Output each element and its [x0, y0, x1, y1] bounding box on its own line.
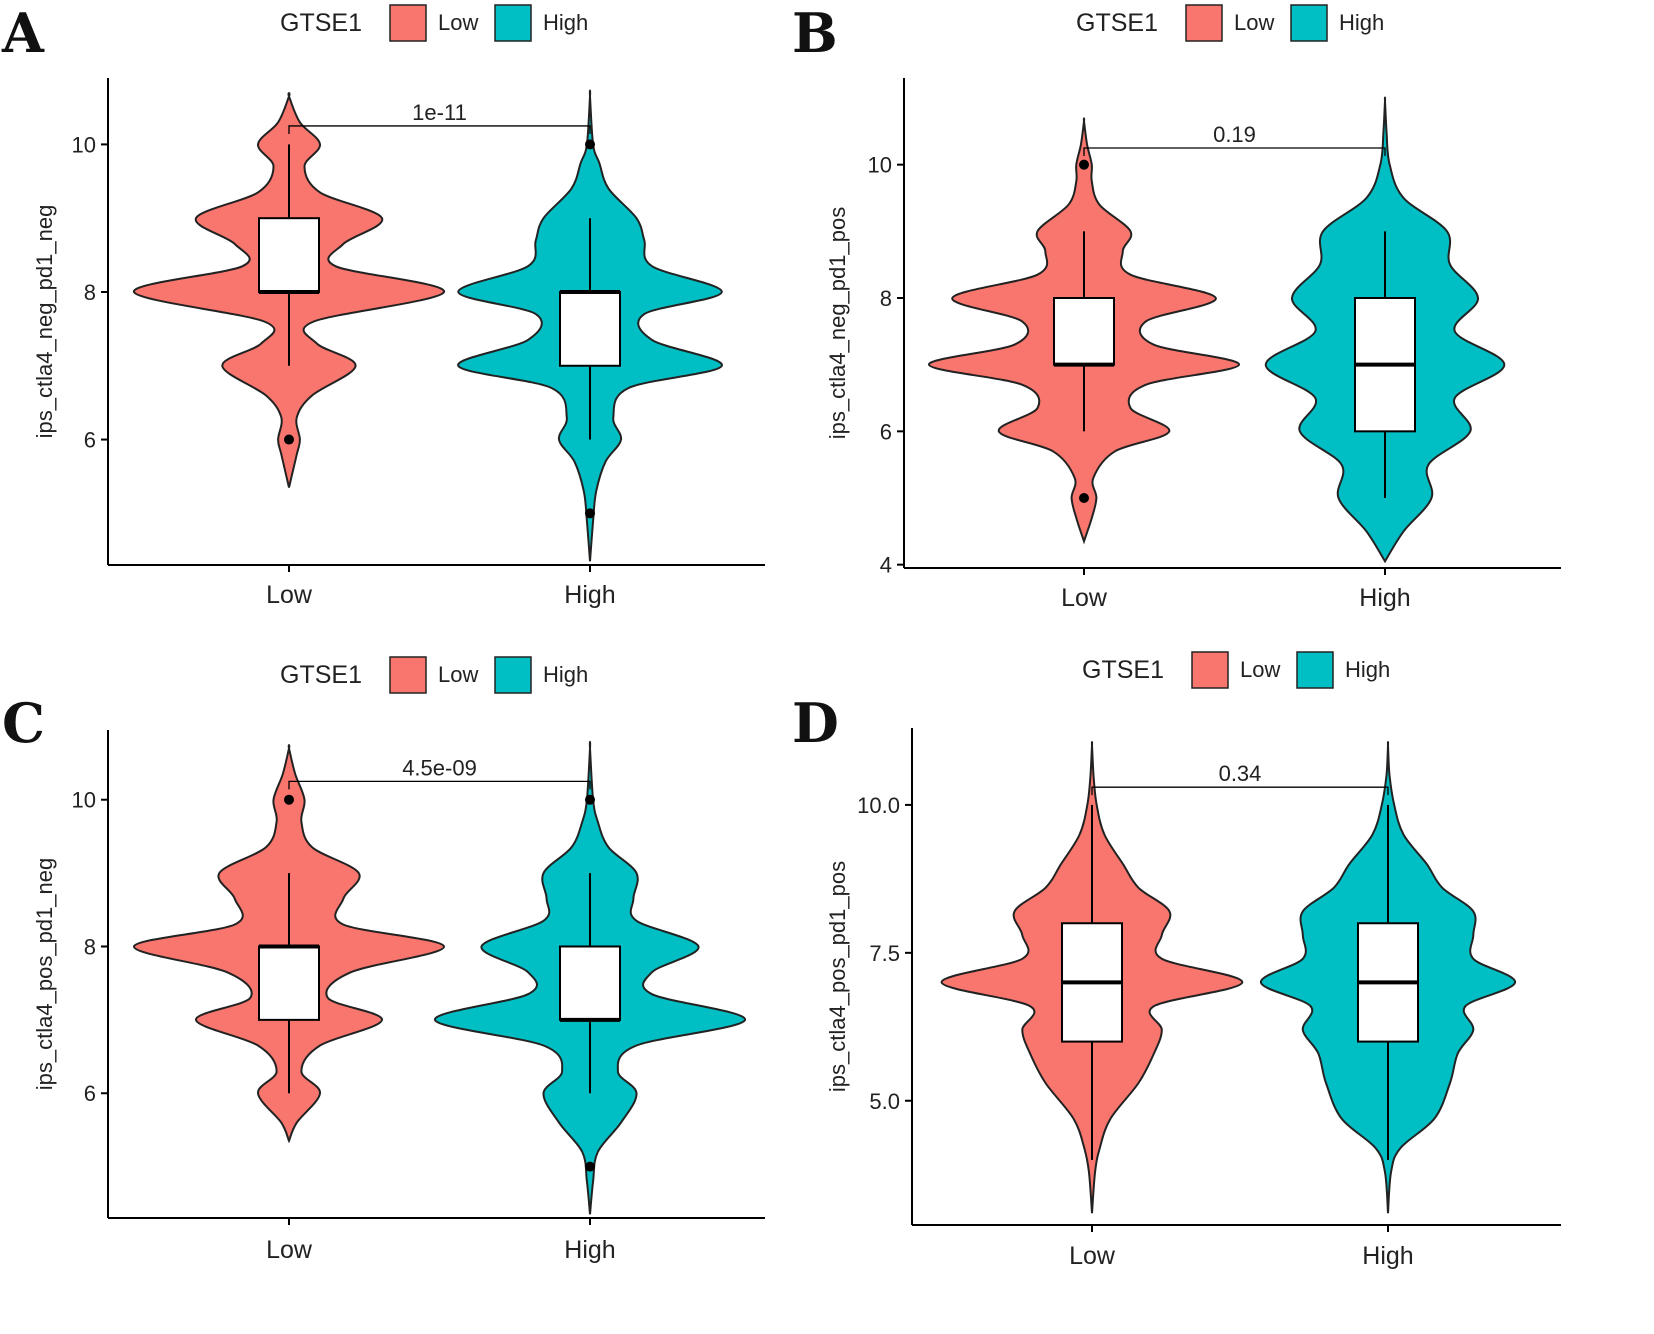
group-low	[132, 92, 446, 488]
group-high	[433, 740, 747, 1215]
legend-label-low: Low	[438, 10, 478, 35]
legend-swatch-high	[1296, 651, 1334, 689]
significance-bracket	[1083, 147, 1386, 156]
x-tick-label-high: High	[564, 581, 615, 609]
legend-swatch-high	[494, 656, 532, 694]
y-tick-label: 6	[84, 428, 96, 453]
outlier-point	[1079, 493, 1089, 503]
group-low	[132, 744, 446, 1144]
y-tick-label: 4	[880, 553, 892, 578]
significance-bracket	[1091, 786, 1389, 796]
legend-label-low: Low	[1234, 10, 1274, 35]
legend: GTSE1 Low High	[1082, 651, 1390, 689]
outlier-point	[284, 794, 294, 805]
x-tick-label-low: Low	[266, 581, 313, 609]
panel-letter: A	[1, 1, 45, 65]
p-value-label: 1e-11	[412, 100, 467, 125]
legend-label-high: High	[543, 10, 588, 35]
x-tick-label-low: Low	[1069, 1242, 1116, 1270]
legend-swatch-low	[1191, 651, 1229, 689]
legend-swatch-low	[389, 656, 427, 694]
legend-swatch-low	[389, 4, 427, 42]
legend-label-high: High	[1345, 657, 1390, 682]
panel-letter: B	[792, 1, 838, 65]
legend-title: GTSE1	[1076, 9, 1158, 37]
y-axis-title: ips_ctla4_neg_pd1_pos	[825, 207, 850, 439]
x-tick-label-high: High	[1359, 584, 1410, 612]
legend-label-low: Low	[438, 662, 478, 687]
p-value-label: 0.19	[1213, 122, 1256, 147]
y-tick-label: 8	[84, 280, 96, 305]
group-low	[927, 117, 1241, 545]
box	[258, 217, 320, 293]
legend: GTSE1 Low High	[1076, 4, 1384, 42]
significance-bracket	[288, 125, 591, 134]
y-tick-label: 8	[84, 934, 96, 959]
legend-label-high: High	[1339, 10, 1384, 35]
legend-swatch-high	[1290, 4, 1328, 42]
legend: GTSE1 Low High	[280, 656, 588, 694]
panel-b: B GTSE1 Low High 4 6 8 10 ips_ctla4_neg_pd1_pos L…	[792, 1, 1561, 612]
significance-bracket	[288, 780, 591, 790]
legend-title: GTSE1	[280, 9, 362, 37]
y-tick-label: 10	[868, 153, 892, 178]
y-tick-label: 6	[880, 419, 892, 444]
group-high	[457, 89, 723, 562]
legend-swatch-high	[494, 4, 532, 42]
y-tick-label: 6	[84, 1081, 96, 1106]
panel-c: C GTSE1 Low High 6 8 10 ips_ctla4_pos_pd1_neg Lo…	[2, 656, 765, 1264]
outlier-point	[585, 139, 595, 150]
box	[559, 945, 621, 1021]
y-tick-label: 8	[880, 286, 892, 311]
panel-letter: D	[792, 691, 839, 755]
legend-swatch-low	[1185, 4, 1223, 42]
outlier-point	[585, 1161, 595, 1172]
y-axis-title: ips_ctla4_pos_pd1_pos	[825, 861, 850, 1092]
y-axis-title: ips_ctla4_pos_pd1_neg	[32, 858, 57, 1090]
legend-title: GTSE1	[1082, 656, 1164, 684]
x-tick-label-low: Low	[1061, 584, 1108, 612]
panel-d: D GTSE1 Low High 5.0 7.5 10.0 ips_ctla4_pos_pd1…	[792, 651, 1561, 1270]
x-tick-label-high: High	[564, 1236, 615, 1264]
group-low	[940, 741, 1244, 1214]
panel-a: A GTSE1 Low High 6 8 10 ips_ctla4_neg_pd1_neg Lo…	[1, 1, 765, 609]
box	[1053, 297, 1115, 366]
outlier-point	[585, 508, 595, 519]
p-value-label: 4.5e-09	[402, 755, 477, 780]
legend: GTSE1 Low High	[280, 4, 588, 42]
y-tick-label: 10.0	[857, 793, 900, 818]
box	[258, 945, 320, 1021]
group-high	[1259, 741, 1517, 1214]
outlier-point	[1079, 159, 1089, 170]
y-axis-title: ips_ctla4_neg_pd1_neg	[32, 205, 57, 439]
x-tick-label-high: High	[1362, 1242, 1413, 1270]
panel-letter: C	[2, 691, 45, 755]
outlier-point	[585, 794, 595, 805]
legend-title: GTSE1	[280, 661, 362, 689]
legend-label-low: Low	[1240, 657, 1280, 682]
x-tick-label-low: Low	[266, 1236, 313, 1264]
box	[559, 290, 621, 367]
outlier-point	[284, 434, 294, 445]
p-value-label: 0.34	[1219, 761, 1262, 786]
y-tick-label: 7.5	[869, 941, 900, 966]
y-tick-label: 10	[72, 788, 96, 813]
group-high	[1264, 96, 1506, 564]
y-tick-label: 5.0	[869, 1089, 900, 1114]
y-tick-label: 10	[72, 132, 96, 157]
legend-label-high: High	[543, 662, 588, 687]
